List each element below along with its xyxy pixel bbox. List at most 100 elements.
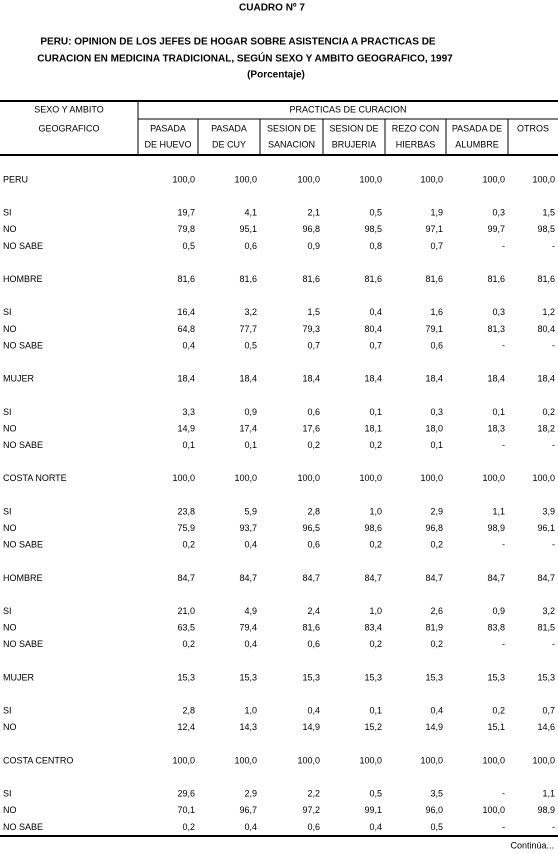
cell: 0,4	[369, 822, 382, 832]
cell: 98,9	[487, 523, 505, 533]
cell: 100,0	[532, 755, 555, 765]
row-label: SI	[3, 307, 12, 317]
row-label: COSTA NORTE	[3, 473, 67, 483]
cell: 2,6	[430, 606, 443, 616]
row-label: NO SABE	[3, 241, 43, 251]
cell: -	[502, 540, 505, 550]
cell: 0,4	[244, 639, 257, 649]
cell: 100,0	[420, 174, 443, 184]
cell: 95,1	[239, 224, 257, 234]
cell: 100,0	[420, 473, 443, 483]
cell: 14,3	[239, 722, 257, 732]
cell: 0,7	[542, 706, 555, 716]
cell: 2,8	[307, 506, 320, 516]
cell: 18,4	[177, 374, 195, 384]
column-header: SANACION	[268, 139, 315, 149]
cell: 0,3	[430, 407, 443, 417]
cell: 64,8	[177, 324, 195, 334]
cell: 15,3	[239, 672, 257, 682]
cell: 93,7	[239, 523, 257, 533]
cell: 3,5	[430, 789, 443, 799]
cell: 100,0	[482, 473, 505, 483]
cell: 14,9	[302, 722, 320, 732]
cell: 5,9	[244, 506, 257, 516]
cell: 2,4	[307, 606, 320, 616]
cell: 81,6	[239, 274, 257, 284]
cell: 84,7	[487, 573, 505, 583]
unit: (Porcentaje)	[247, 70, 305, 81]
row-label: NO	[3, 623, 17, 633]
cell: 83,8	[487, 623, 505, 633]
cell: 1,5	[542, 208, 555, 218]
cell: 0,5	[430, 822, 443, 832]
cell: 0,1	[182, 440, 195, 450]
cell: 18,4	[302, 374, 320, 384]
cell: 100,0	[532, 174, 555, 184]
cell: 84,7	[239, 573, 257, 583]
stub-header: SEXO Y AMBITO	[34, 104, 104, 114]
cell: 2,9	[244, 789, 257, 799]
cell: 1,0	[369, 506, 382, 516]
cell: 84,7	[302, 573, 320, 583]
column-header: HIERBAS	[396, 139, 436, 149]
cell: 100,0	[359, 755, 382, 765]
footer: Continúa...	[510, 840, 554, 850]
cell: 0,7	[307, 340, 320, 350]
cell: 81,9	[425, 623, 443, 633]
cell: 15,3	[177, 672, 195, 682]
cell: 84,7	[177, 573, 195, 583]
cell: 18,4	[425, 374, 443, 384]
row-label: NO SABE	[3, 340, 43, 350]
cell: 81,6	[487, 274, 505, 284]
row-label: SI	[3, 407, 12, 417]
cell: 16,4	[177, 307, 195, 317]
row-label: SI	[3, 208, 12, 218]
cell: 84,7	[364, 573, 382, 583]
column-header: BRUJERIA	[332, 139, 377, 149]
row-label: NO SABE	[3, 822, 43, 832]
cell: -	[552, 241, 555, 251]
row-label: NO	[3, 324, 17, 334]
cell: 18,3	[487, 423, 505, 433]
cell: 0,1	[369, 407, 382, 417]
cell: 14,9	[425, 722, 443, 732]
cell: 1,1	[492, 506, 505, 516]
column-header: PASADA	[150, 123, 186, 133]
cell: 14,6	[537, 722, 555, 732]
cell: 3,3	[182, 407, 195, 417]
row-label: HOMBRE	[3, 274, 43, 284]
cell: 81,6	[364, 274, 382, 284]
cell: 18,1	[364, 423, 382, 433]
cell: 79,8	[177, 224, 195, 234]
cell: 18,2	[537, 423, 555, 433]
cell: 2,9	[430, 506, 443, 516]
cell: -	[502, 639, 505, 649]
cell: 3,2	[244, 307, 257, 317]
cell: 1,5	[307, 307, 320, 317]
cell: 4,1	[244, 208, 257, 218]
cell: 81,6	[425, 274, 443, 284]
cell: 100,0	[297, 473, 320, 483]
cell: 0,2	[369, 440, 382, 450]
cell: 84,7	[425, 573, 443, 583]
cell: 0,6	[244, 241, 257, 251]
cell: 1,2	[542, 307, 555, 317]
row-label: NO	[3, 224, 17, 234]
cell: 100,0	[234, 174, 257, 184]
cell: 0,6	[307, 822, 320, 832]
cell: 99,1	[364, 805, 382, 815]
cell: 15,3	[302, 672, 320, 682]
cell: 0,5	[369, 208, 382, 218]
cell: 100,0	[172, 174, 195, 184]
cell: 100,0	[172, 755, 195, 765]
cell: 99,7	[487, 224, 505, 234]
cell: 0,2	[369, 540, 382, 550]
cell: 83,4	[364, 623, 382, 633]
cell: 0,2	[369, 639, 382, 649]
cell: 0,9	[492, 606, 505, 616]
cell: 81,5	[537, 623, 555, 633]
cell: 98,5	[537, 224, 555, 234]
cell: 4,9	[244, 606, 257, 616]
cell: 1,0	[244, 706, 257, 716]
